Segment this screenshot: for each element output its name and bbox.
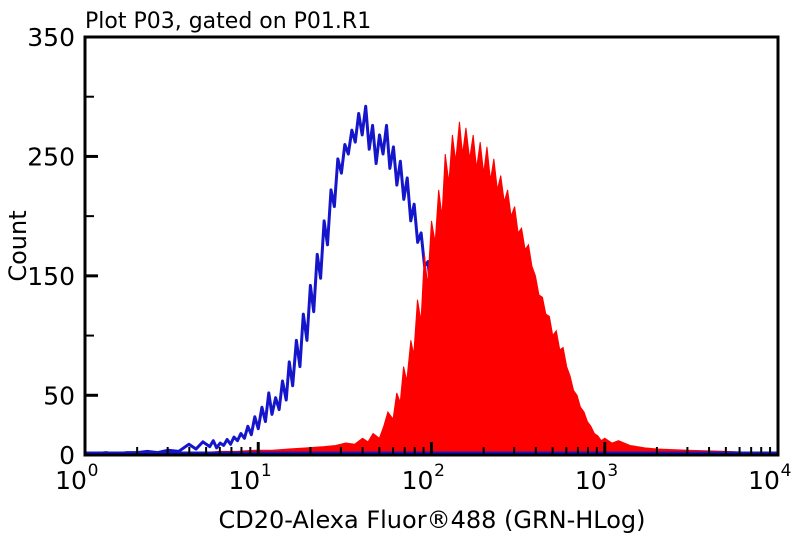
x-tick-label-base: 10: [228, 466, 260, 495]
x-tick-label-base: 10: [575, 466, 607, 495]
x-tick-label-group: 10 3: [575, 461, 618, 495]
x-tick-label-base: 10: [748, 466, 780, 495]
y-tick-label: 150: [27, 262, 75, 291]
x-tick-label-base: 10: [402, 466, 434, 495]
x-axis-tick-labels: 10 0 10 1 10 2 10 3 10 4: [55, 461, 791, 495]
x-tick-label-group: 10 0: [55, 461, 98, 495]
x-tick-label-group: 10 2: [402, 461, 445, 495]
y-tick-label: 250: [27, 142, 75, 171]
y-tick-label: 350: [27, 23, 75, 52]
x-tick-label-exponent: 4: [781, 461, 792, 481]
y-axis-tick-labels: 0 50 150 250 350: [27, 23, 75, 470]
x-tick-label-exponent: 0: [88, 461, 99, 481]
x-axis-ticks: [83, 442, 780, 455]
x-tick-label-group: 10 4: [748, 461, 791, 495]
y-tick-label: 50: [43, 381, 75, 410]
x-tick-label-exponent: 2: [434, 461, 445, 481]
y-tick-label: 0: [59, 441, 75, 470]
series-sample-filled-area: [84, 121, 779, 456]
y-axis-ticks: [85, 35, 98, 457]
x-axis-label: CD20-Alexa Fluor®488 (GRN-HLog): [218, 506, 645, 534]
x-tick-label-base: 10: [55, 466, 87, 495]
plot-title: Plot P03, gated on P01.R1: [85, 9, 371, 34]
x-tick-label-exponent: 3: [607, 461, 618, 481]
y-axis-label: Count: [4, 210, 32, 281]
x-tick-label-exponent: 1: [261, 461, 272, 481]
x-tick-label-group: 10 1: [228, 461, 271, 495]
